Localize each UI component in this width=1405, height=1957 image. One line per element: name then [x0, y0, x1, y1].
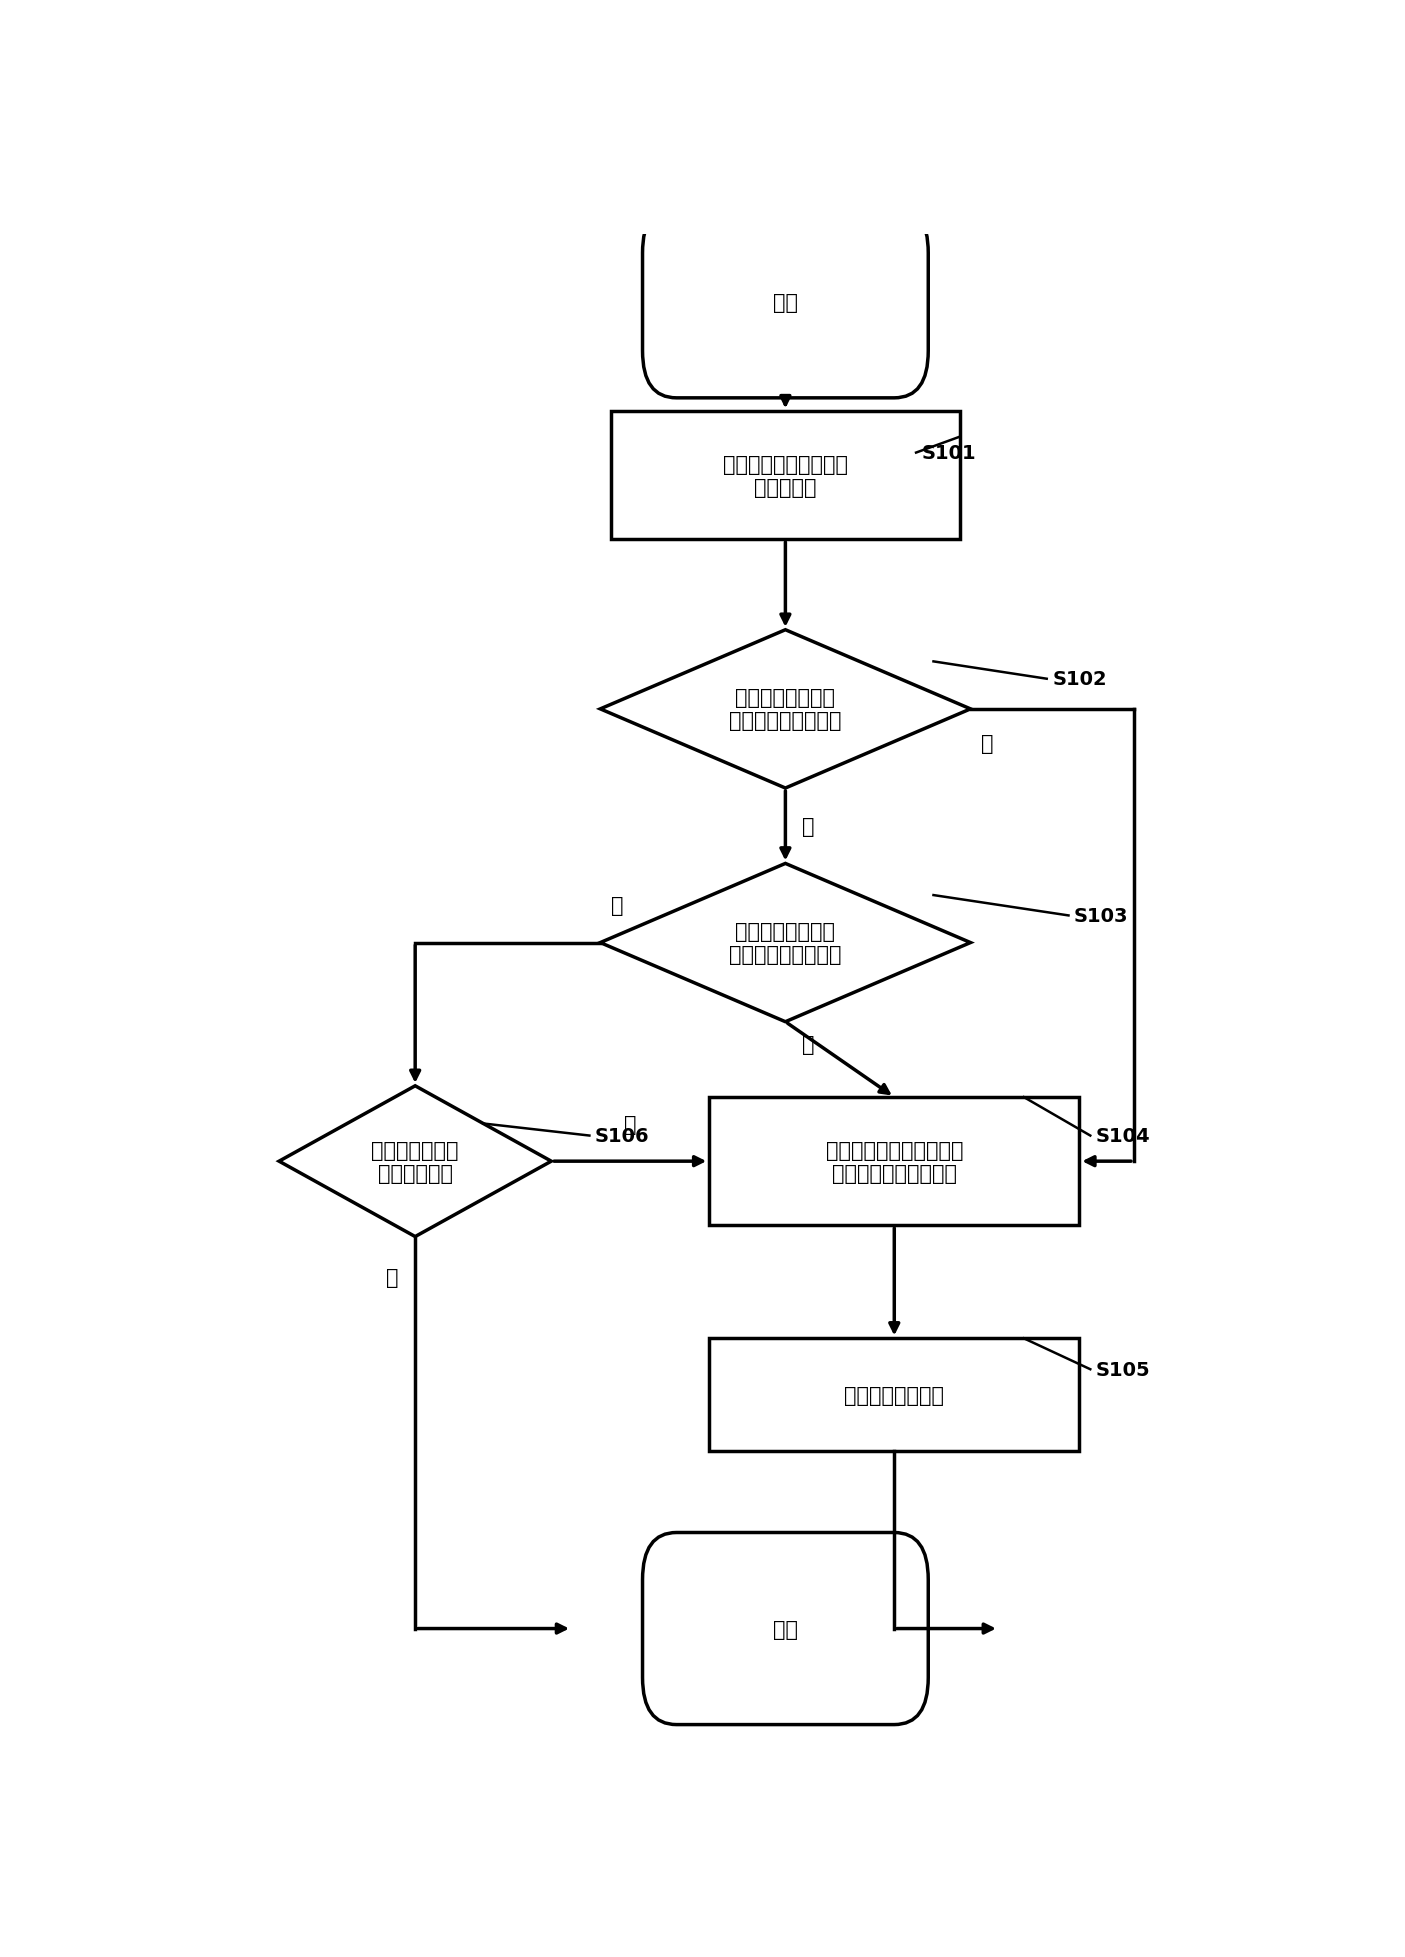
Text: 是: 是	[802, 1035, 815, 1055]
Text: 否: 否	[611, 896, 624, 916]
Polygon shape	[280, 1086, 551, 1237]
Text: 触发充电控制模块开始充
电并提示用户充电开始: 触发充电控制模块开始充 电并提示用户充电开始	[826, 1141, 962, 1184]
Polygon shape	[600, 863, 971, 1022]
Text: 显示电量充足，
是否强制充电: 显示电量充足， 是否强制充电	[371, 1141, 459, 1184]
Text: 开始: 开始	[773, 294, 798, 313]
Text: 否: 否	[386, 1266, 399, 1288]
FancyBboxPatch shape	[642, 207, 929, 399]
Text: 是: 是	[624, 1114, 636, 1135]
Text: 检测到外接电源时，检
测电池电量: 检测到外接电源时，检 测电池电量	[724, 454, 847, 497]
Polygon shape	[600, 630, 971, 789]
FancyBboxPatch shape	[642, 1532, 929, 1724]
Text: 检查用户是否预先
设置充电判断门限值: 检查用户是否预先 设置充电判断门限值	[729, 689, 842, 732]
Bar	[611, 411, 960, 540]
Text: 提示用户充电完成: 提示用户充电完成	[844, 1386, 944, 1405]
Text: 比较当前电量是否
小于充电判断门限值: 比较当前电量是否 小于充电判断门限值	[729, 922, 842, 965]
Text: S101: S101	[922, 444, 976, 464]
Text: S105: S105	[1096, 1360, 1151, 1380]
Text: S106: S106	[594, 1127, 649, 1145]
Text: 是: 是	[802, 816, 815, 836]
Bar	[710, 1098, 1079, 1225]
Text: 结束: 结束	[773, 1618, 798, 1638]
Bar	[710, 1339, 1079, 1452]
Text: S102: S102	[1052, 669, 1107, 689]
Text: S104: S104	[1096, 1127, 1151, 1145]
Text: 否: 否	[982, 734, 993, 753]
Text: S103: S103	[1073, 906, 1128, 926]
